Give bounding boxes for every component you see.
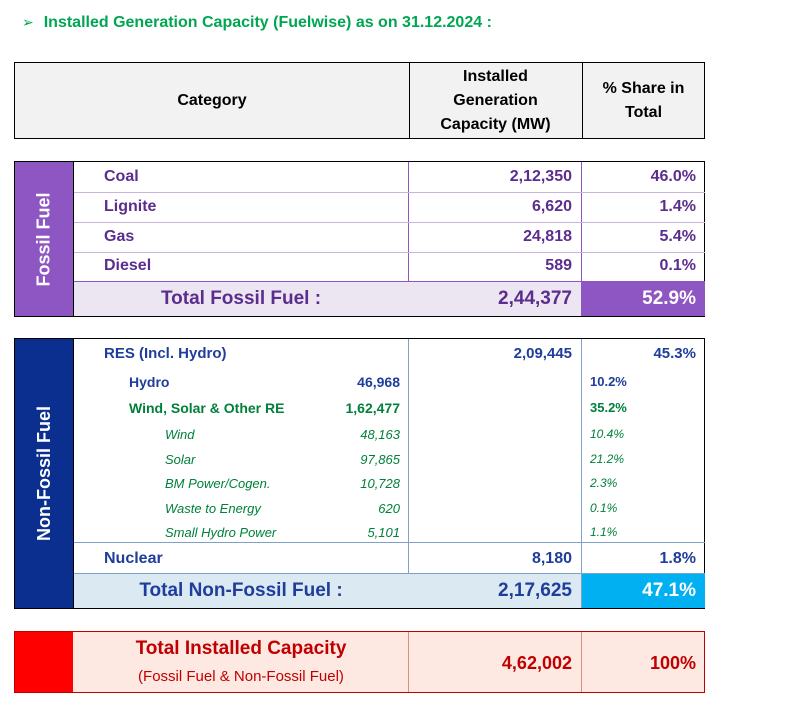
table-row: Small Hydro Power [165,525,277,540]
waste-share: 0.1% [590,501,618,515]
heading-text: Installed Generation Capacity (Fuelwise)… [43,14,492,31]
header-capacity: Installed Generation Capacity (MW) [409,63,583,138]
wind-solar-share: 35.2% [590,400,627,415]
solar-share: 21.2% [590,452,625,466]
fossil-total-capacity: 2,44,377 [498,288,572,309]
grand-total-red-block [15,632,73,692]
grand-total-label: Total Installed Capacity [135,638,347,659]
table-row: Hydro [129,374,170,390]
table-row: Wind, Solar & Other RE [129,400,285,416]
hydro-capacity: 46,968 [357,374,400,390]
nonfossil-total-label: Total Non-Fossil Fuel : [139,580,343,601]
header-category: Category [15,63,410,138]
table-header: Category Installed Generation Capacity (… [14,62,705,139]
nonfossil-section: Non-Fossil Fuel RES (Incl. Hydro) 2,09,4… [14,338,705,609]
fossil-total-label: Total Fossil Fuel : [160,288,322,309]
gas-capacity: 24,818 [523,228,572,245]
nonfossil-total-row-bg [74,574,581,608]
hydro-share: 10.2% [590,374,627,389]
grand-total-capacity: 4,62,002 [501,653,572,673]
table-row: Nuclear [104,550,163,567]
res-share: 45.3% [653,345,696,362]
table-row: Coal [104,168,139,185]
grand-total-sublabel: (Fossil Fuel & Non-Fossil Fuel) [138,668,344,685]
table-row: Waste to Energy [165,501,261,516]
bm-share: 2.3% [590,476,618,490]
solar-capacity: 97,865 [360,452,400,467]
grand-total-section: Total Installed Capacity (Fossil Fuel & … [14,631,705,693]
fossil-side-label: Fossil Fuel [15,162,73,316]
lignite-share: 1.4% [659,198,696,215]
bm-capacity: 10,728 [360,476,400,491]
table-row: Wind [165,427,195,442]
table-row: BM Power/Cogen. [165,476,271,491]
nonfossil-total-share-bg [582,574,705,608]
wind-solar-capacity: 1,62,477 [345,400,401,416]
table-row: Lignite [104,198,157,215]
table-row: Gas [104,228,135,245]
fossil-total-share-bg [582,282,705,316]
nonfossil-total-capacity: 2,17,625 [498,580,572,601]
fossil-section: Fossil Fuel Coal 2,12,350 46.0% Lignite … [14,161,705,317]
wind-capacity: 48,163 [360,427,400,442]
table-row: RES (Incl. Hydro) [104,345,227,362]
res-capacity: 2,09,445 [513,345,572,362]
arrow-bullet-icon: ➢ [22,14,34,30]
diesel-share: 0.1% [659,257,696,274]
small-hydro-capacity: 5,101 [367,525,400,540]
table-row: Solar [165,452,196,467]
coal-capacity: 2,12,350 [509,168,572,185]
nuclear-share: 1.8% [659,550,696,567]
gas-share: 5.4% [659,228,696,245]
diesel-capacity: 589 [545,257,572,274]
nonfossil-side-label: Non-Fossil Fuel [15,339,73,608]
wind-share: 10.4% [590,427,625,441]
nuclear-capacity: 8,180 [531,550,572,567]
section-heading: ➢ Installed Generation Capacity (Fuelwise… [22,14,492,32]
lignite-capacity: 6,620 [531,198,572,215]
coal-share: 46.0% [650,168,696,185]
table-row: Diesel [104,257,152,274]
grand-total-share: 100% [649,653,696,673]
waste-capacity: 620 [378,501,400,516]
nonfossil-total-share: 47.1% [642,580,696,601]
header-share: % Share in Total [602,79,685,121]
fossil-total-row-bg [74,282,581,316]
fossil-total-share: 52.9% [642,288,696,309]
small-hydro-share: 1.1% [590,525,618,539]
